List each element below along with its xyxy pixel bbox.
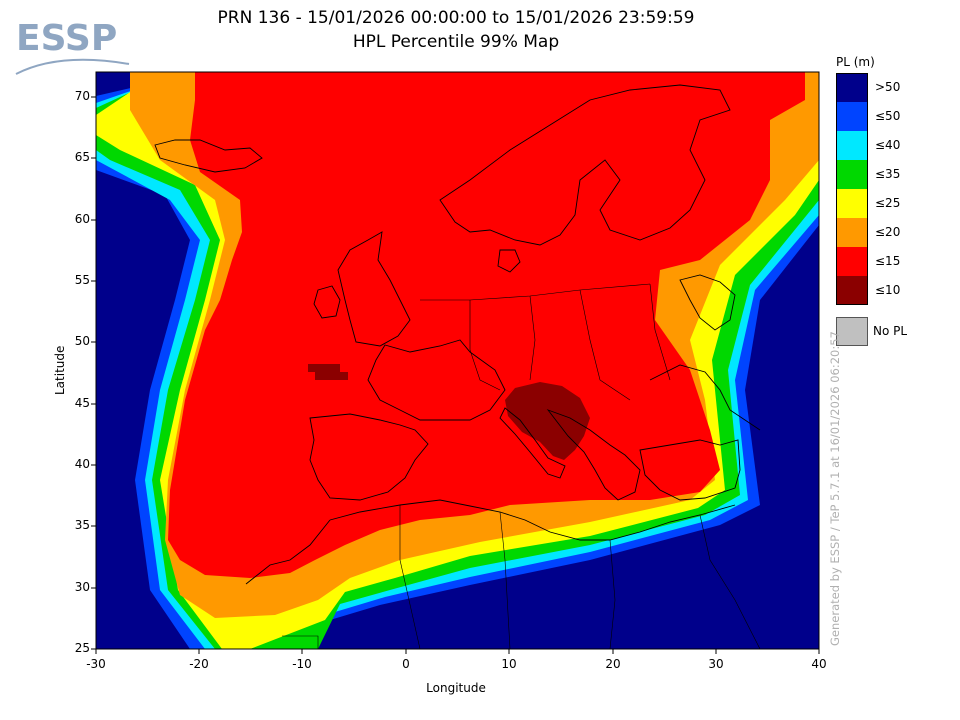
legend-swatch-le35 (836, 160, 868, 189)
x-tick-label: 30 (708, 657, 724, 671)
legend-label: ≤15 (875, 254, 901, 268)
map-title: PRN 136 - 15/01/2026 00:00:00 to 15/01/2… (217, 8, 695, 28)
legend-swatch-le20 (836, 218, 868, 247)
legend-label: ≤50 (875, 109, 901, 123)
coastlines (154, 84, 761, 585)
y-tick-label: 40 (74, 457, 90, 471)
legend-title: PL (m) (836, 55, 875, 69)
legend-swatch-no-pl (836, 317, 868, 346)
axis-ticks (91, 96, 820, 654)
plot-frame (95, 71, 820, 650)
legend-label: ≤25 (875, 196, 901, 210)
legend-label: ≤20 (875, 225, 901, 239)
x-tick-label: -30 (86, 657, 106, 671)
region-le10-adriatic (505, 382, 590, 460)
legend-swatch-le15 (836, 247, 868, 276)
legend-label: ≤10 (875, 283, 901, 297)
y-tick-label: 60 (74, 212, 90, 226)
y-tick-label: 35 (74, 518, 90, 532)
x-tick-label: 20 (605, 657, 621, 671)
x-tick-label: -20 (189, 657, 209, 671)
y-tick-label: 30 (74, 580, 90, 594)
legend-swatch-le40 (836, 131, 868, 160)
region-le15 (168, 72, 805, 578)
y-tick-label: 25 (74, 641, 90, 655)
x-tick-label: -10 (292, 657, 312, 671)
x-tick-label: 0 (402, 657, 410, 671)
y-tick-label: 70 (74, 89, 90, 103)
legend-label: ≤40 (875, 138, 901, 152)
y-tick-label: 50 (74, 334, 90, 348)
y-tick-label: 45 (74, 396, 90, 410)
y-tick-label: 65 (74, 150, 90, 164)
borders (282, 283, 761, 649)
y-tick-label: 55 (74, 273, 90, 287)
x-tick-label: 10 (501, 657, 517, 671)
legend-swatch-le25 (836, 189, 868, 218)
x-axis-label: Longitude (426, 681, 486, 695)
map-subtitle: HPL Percentile 99% Map (352, 32, 560, 52)
legend-label-no-pl: No PL (873, 324, 908, 338)
legend-swatch-gt50 (836, 73, 868, 102)
generated-by-watermark: Generated by ESSP / TeP 5.7.1 at 16/01/2… (828, 331, 842, 646)
legend-label: >50 (875, 80, 901, 94)
legend-label: ≤35 (875, 167, 901, 181)
y-axis-label: Latitude (53, 345, 67, 395)
logo-text: ESSP (16, 18, 117, 59)
region-le10-west (308, 364, 348, 380)
legend-swatch-le50 (836, 102, 868, 131)
x-tick-label: 40 (811, 657, 827, 671)
essp-logo: ESSP (14, 12, 134, 82)
legend-swatch-le10 (836, 276, 868, 305)
legend-frame (836, 73, 868, 305)
